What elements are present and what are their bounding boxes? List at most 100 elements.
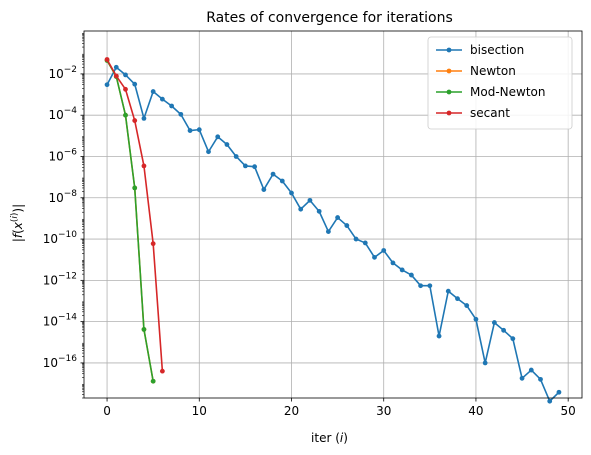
data-point-bisection xyxy=(390,260,396,266)
data-point-mod-newton xyxy=(132,185,138,191)
data-point-bisection xyxy=(381,248,387,253)
y-tick-label: 10−6 xyxy=(48,147,77,163)
data-point-bisection xyxy=(362,240,368,246)
y-tick-label: 10−14 xyxy=(43,313,78,329)
data-point-bisection xyxy=(344,223,350,228)
data-point-secant xyxy=(159,368,165,374)
legend-label: Mod-Newton xyxy=(470,85,545,99)
legend-label: secant xyxy=(470,106,510,120)
y-axis-label: |f(x(i))| xyxy=(10,204,25,242)
data-point-bisection xyxy=(353,236,359,242)
series-layer xyxy=(104,57,562,404)
data-point-bisection xyxy=(501,327,507,333)
data-point-bisection xyxy=(206,149,211,155)
y-tick-label: 10−8 xyxy=(48,189,77,205)
data-point-bisection xyxy=(482,360,488,366)
data-point-bisection xyxy=(270,171,276,177)
series-bisection xyxy=(104,64,562,404)
data-point-bisection xyxy=(141,116,147,121)
plot-frame xyxy=(83,30,583,399)
data-point-bisection xyxy=(242,163,248,169)
data-point-bisection xyxy=(408,272,414,278)
y-tick-label: 10−2 xyxy=(48,65,77,81)
data-point-bisection xyxy=(436,333,442,339)
legend-marker xyxy=(446,89,452,95)
data-point-bisection xyxy=(196,127,202,133)
x-tick-label: 50 xyxy=(561,404,576,418)
data-point-secant xyxy=(104,57,110,62)
x-tick-label: 0 xyxy=(103,404,111,418)
data-point-bisection xyxy=(427,283,433,289)
data-point-bisection xyxy=(510,336,516,342)
series-line-mod-newton xyxy=(106,60,154,382)
data-point-secant xyxy=(141,163,147,169)
legend-label: bisection xyxy=(470,43,524,57)
data-point-secant xyxy=(113,73,119,79)
series-secant xyxy=(104,57,165,374)
data-point-bisection xyxy=(159,96,165,102)
data-point-bisection xyxy=(372,254,377,260)
data-point-bisection xyxy=(252,164,258,170)
data-point-bisection xyxy=(307,197,313,203)
data-point-bisection xyxy=(491,320,497,325)
x-axis-label: iter (i) xyxy=(311,431,348,445)
data-point-bisection xyxy=(298,206,304,212)
legend-item-newton: Newton xyxy=(436,64,516,78)
legend-marker xyxy=(446,68,452,74)
data-point-bisection xyxy=(464,303,470,308)
data-point-bisection xyxy=(445,288,451,294)
data-point-bisection xyxy=(104,82,110,88)
data-point-bisection xyxy=(519,375,525,381)
data-point-bisection xyxy=(224,142,230,147)
data-point-bisection xyxy=(113,64,119,70)
data-point-bisection xyxy=(261,187,267,192)
series-line-newton xyxy=(106,60,154,382)
data-point-bisection xyxy=(473,316,479,322)
x-tick-label: 40 xyxy=(468,404,483,418)
data-point-bisection xyxy=(455,296,460,302)
x-tick-label: 30 xyxy=(376,404,391,418)
data-point-bisection xyxy=(399,267,405,273)
y-tick-label: 10−4 xyxy=(48,106,77,122)
data-point-bisection xyxy=(316,208,322,214)
x-tick-label: 10 xyxy=(192,404,207,418)
data-point-bisection xyxy=(150,89,156,94)
legend-item-bisection: bisection xyxy=(436,43,524,57)
y-tick-label: 10−10 xyxy=(43,230,78,246)
y-tick-label: 10−16 xyxy=(43,354,78,370)
data-point-bisection xyxy=(547,398,553,404)
data-point-secant xyxy=(132,118,138,123)
data-point-bisection xyxy=(556,389,562,395)
legend-marker xyxy=(446,47,452,53)
data-point-bisection xyxy=(215,134,221,140)
data-point-bisection xyxy=(418,283,424,289)
x-tick-label: 20 xyxy=(284,404,299,418)
legend: bisection Newton Mod-Newton secant xyxy=(427,36,573,130)
data-point-mod-newton xyxy=(123,112,128,118)
legend-item-secant: secant xyxy=(436,106,510,120)
data-point-bisection xyxy=(538,376,543,382)
data-point-bisection xyxy=(178,111,184,117)
data-point-bisection xyxy=(528,367,534,373)
data-point-bisection xyxy=(187,128,193,133)
data-point-bisection xyxy=(335,215,341,220)
data-point-bisection xyxy=(169,103,175,109)
data-point-bisection xyxy=(325,229,331,235)
y-tick-label: 10−12 xyxy=(43,271,77,287)
ticks: 0 10 20 30 40 50 10−16 10−14 10−12 10−10 10−8 10−6 1… xyxy=(43,33,576,418)
data-point-bisection xyxy=(279,178,285,184)
legend-box xyxy=(427,36,573,130)
data-point-bisection xyxy=(233,154,239,159)
legend-label: Newton xyxy=(470,64,516,78)
legend-item-mod-newton: Mod-Newton xyxy=(436,85,545,99)
data-point-mod-newton xyxy=(141,327,147,332)
chart-title: Rates of convergence for iterations xyxy=(206,10,453,26)
data-point-secant xyxy=(123,86,128,92)
data-point-bisection xyxy=(289,190,294,196)
data-point-bisection xyxy=(132,81,138,87)
data-point-secant xyxy=(150,241,156,247)
data-point-bisection xyxy=(123,72,128,78)
data-point-mod-newton xyxy=(150,378,156,384)
series-line-bisection xyxy=(106,66,560,403)
